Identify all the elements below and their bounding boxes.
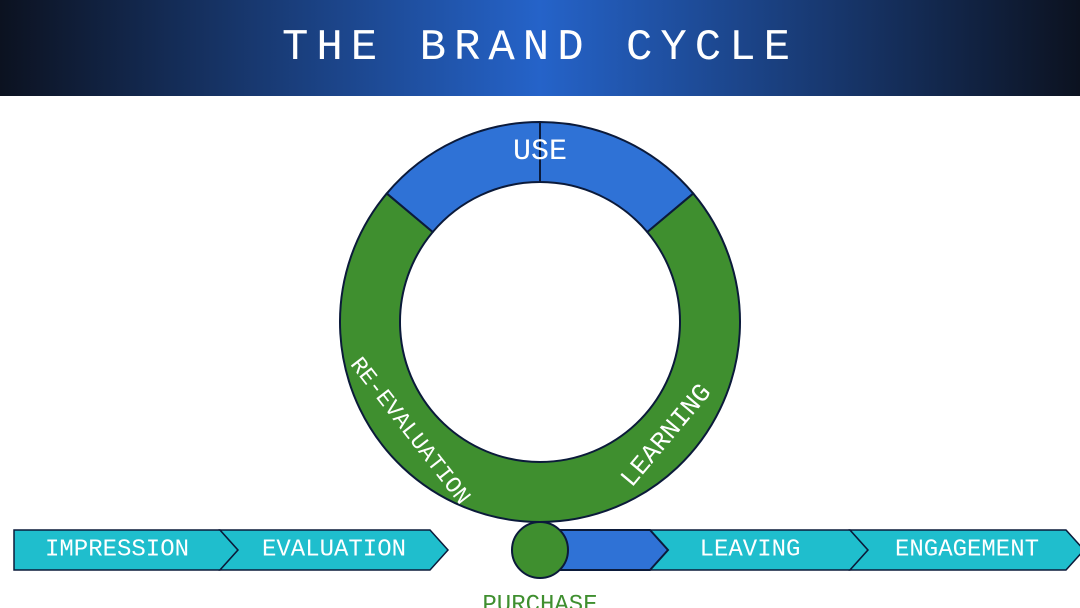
ring-segment-use <box>340 193 740 522</box>
diagram-canvas: IMPRESSION EVALUATION LEAVING ENGAGEMENT USE… <box>0 96 1080 608</box>
chevron-label-leaving: LEAVING <box>700 537 801 564</box>
chevron-label-impression: IMPRESSION <box>45 537 189 564</box>
ring-label-use: USE <box>513 135 567 169</box>
title-bar: THE BRAND CYCLE <box>0 0 1080 96</box>
purchase-label: PURCHASE <box>482 592 597 608</box>
page-title: THE BRAND CYCLE <box>282 23 798 73</box>
chevron-label-engagement: ENGAGEMENT <box>895 537 1039 564</box>
purchase-node <box>512 522 568 578</box>
brand-cycle-diagram: IMPRESSION EVALUATION LEAVING ENGAGEMENT USE… <box>0 96 1080 608</box>
chevron-label-evaluation: EVALUATION <box>262 537 406 564</box>
